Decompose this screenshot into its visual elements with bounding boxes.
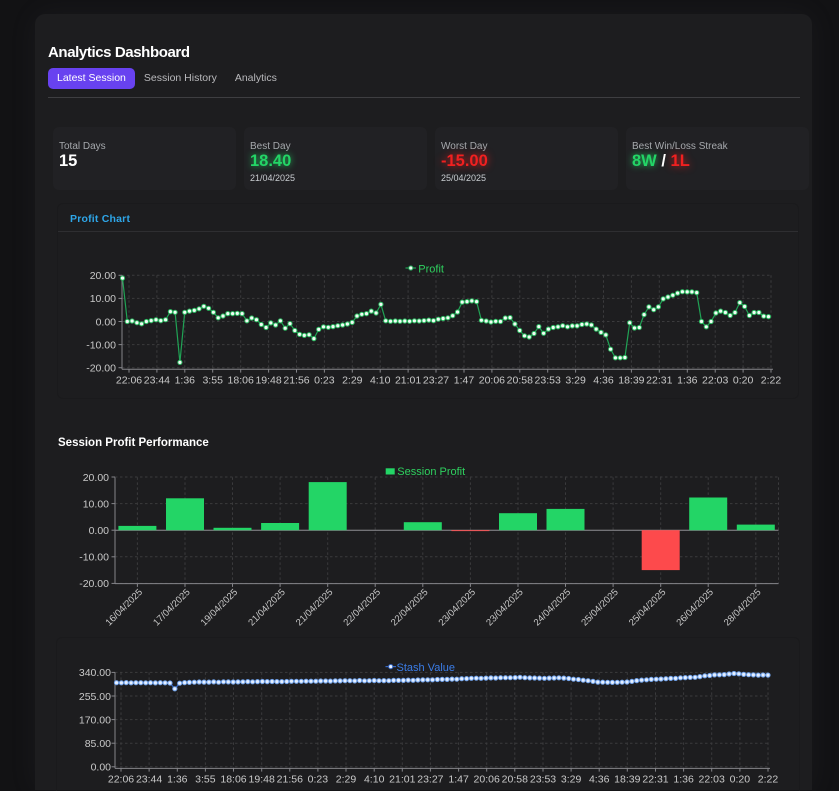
svg-text:23/04/2025: 23/04/2025 [484, 587, 525, 628]
svg-text:28/04/2025: 28/04/2025 [722, 587, 763, 628]
svg-text:20.00: 20.00 [83, 472, 109, 484]
svg-text:2:22: 2:22 [758, 774, 779, 786]
svg-text:20:06: 20:06 [474, 774, 500, 786]
svg-text:22/04/2025: 22/04/2025 [389, 587, 430, 628]
svg-text:21:56: 21:56 [283, 375, 309, 387]
svg-text:22:03: 22:03 [699, 774, 725, 786]
svg-text:18:39: 18:39 [614, 774, 640, 786]
svg-text:23:44: 23:44 [136, 774, 162, 786]
svg-text:2:22: 2:22 [761, 375, 782, 387]
svg-text:3:55: 3:55 [202, 375, 223, 387]
svg-text:22:06: 22:06 [116, 375, 142, 387]
svg-text:21/04/2025: 21/04/2025 [246, 587, 287, 628]
svg-text:4:10: 4:10 [364, 774, 385, 786]
svg-text:1:47: 1:47 [454, 375, 475, 387]
svg-text:85.00: 85.00 [85, 738, 111, 750]
svg-text:16/04/2025: 16/04/2025 [104, 587, 145, 628]
svg-text:25/04/2025: 25/04/2025 [627, 587, 668, 628]
svg-text:0.00: 0.00 [96, 316, 117, 328]
svg-text:23:44: 23:44 [144, 375, 170, 387]
svg-text:-10.00: -10.00 [79, 552, 109, 564]
svg-text:24/04/2025: 24/04/2025 [532, 587, 573, 628]
svg-text:20:58: 20:58 [507, 375, 533, 387]
svg-text:19:48: 19:48 [249, 774, 275, 786]
svg-text:20:06: 20:06 [479, 375, 505, 387]
svg-text:Session Profit: Session Profit [397, 466, 465, 478]
svg-text:-10.00: -10.00 [86, 339, 116, 351]
svg-text:19/04/2025: 19/04/2025 [199, 587, 240, 628]
svg-text:170.00: 170.00 [79, 714, 111, 726]
svg-text:0:20: 0:20 [730, 774, 751, 786]
svg-text:3:29: 3:29 [565, 375, 586, 387]
svg-text:1:47: 1:47 [448, 774, 469, 786]
svg-text:20:58: 20:58 [502, 774, 528, 786]
svg-text:25/04/2025: 25/04/2025 [579, 587, 620, 628]
svg-text:2:29: 2:29 [336, 774, 357, 786]
svg-text:23/04/2025: 23/04/2025 [437, 587, 478, 628]
svg-text:10.00: 10.00 [90, 293, 116, 305]
svg-text:340.00: 340.00 [79, 667, 111, 679]
svg-text:23:27: 23:27 [423, 375, 449, 387]
svg-text:21/04/2025: 21/04/2025 [294, 587, 335, 628]
svg-text:22:31: 22:31 [646, 375, 672, 387]
svg-text:4:36: 4:36 [589, 774, 610, 786]
svg-text:0:23: 0:23 [308, 774, 329, 786]
svg-text:Profit: Profit [418, 263, 444, 275]
svg-text:1:36: 1:36 [167, 774, 188, 786]
svg-text:19:48: 19:48 [255, 375, 281, 387]
svg-text:18:06: 18:06 [228, 375, 254, 387]
svg-text:20.00: 20.00 [90, 270, 116, 282]
svg-text:22/04/2025: 22/04/2025 [342, 587, 383, 628]
svg-text:Stash Value: Stash Value [397, 662, 456, 674]
svg-text:1:36: 1:36 [677, 375, 698, 387]
svg-text:10.00: 10.00 [83, 498, 109, 510]
svg-text:0.00: 0.00 [91, 762, 112, 774]
svg-text:-20.00: -20.00 [86, 363, 116, 375]
svg-text:21:56: 21:56 [277, 774, 303, 786]
svg-text:1:36: 1:36 [175, 375, 196, 387]
svg-text:23:27: 23:27 [417, 774, 443, 786]
svg-text:1:36: 1:36 [673, 774, 694, 786]
svg-text:23:53: 23:53 [535, 375, 561, 387]
svg-text:-20.00: -20.00 [79, 578, 109, 590]
svg-text:18:39: 18:39 [618, 375, 644, 387]
svg-text:21:01: 21:01 [395, 375, 421, 387]
svg-text:26/04/2025: 26/04/2025 [674, 587, 715, 628]
svg-text:255.00: 255.00 [79, 691, 111, 703]
svg-text:3:55: 3:55 [195, 774, 216, 786]
svg-text:22:31: 22:31 [642, 774, 668, 786]
svg-text:3:29: 3:29 [561, 774, 582, 786]
svg-text:4:10: 4:10 [370, 375, 391, 387]
svg-text:22:06: 22:06 [108, 774, 134, 786]
svg-text:21:01: 21:01 [389, 774, 415, 786]
svg-text:18:06: 18:06 [220, 774, 246, 786]
svg-text:22:03: 22:03 [702, 375, 728, 387]
svg-text:23:53: 23:53 [530, 774, 556, 786]
svg-text:0.00: 0.00 [89, 525, 110, 537]
svg-text:0:20: 0:20 [733, 375, 754, 387]
svg-text:2:29: 2:29 [342, 375, 363, 387]
svg-text:0:23: 0:23 [314, 375, 335, 387]
svg-text:4:36: 4:36 [593, 375, 614, 387]
svg-text:17/04/2025: 17/04/2025 [151, 587, 192, 628]
